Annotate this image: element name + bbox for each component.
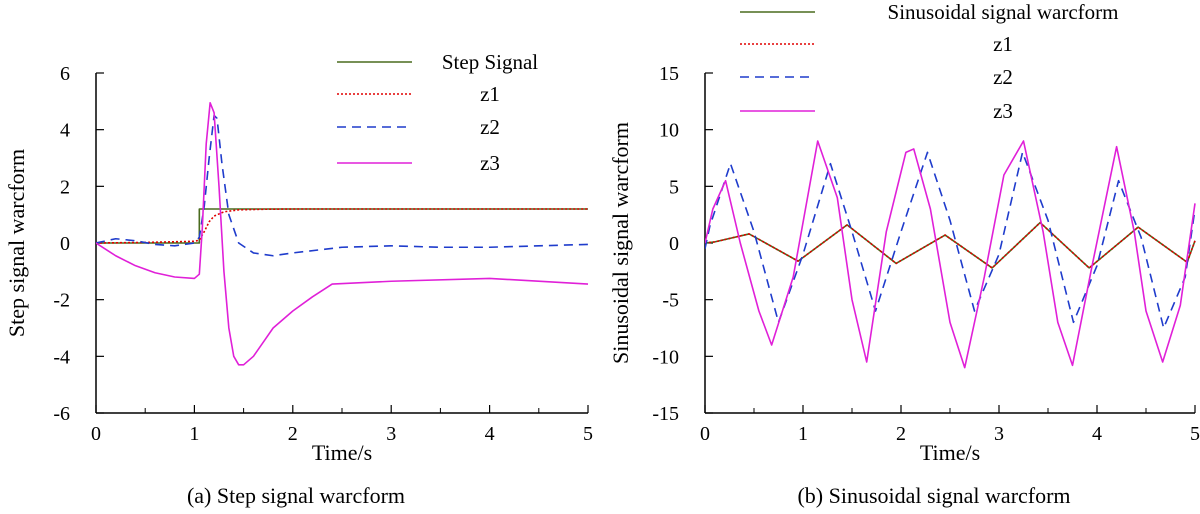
- legend-label: z2: [480, 115, 500, 139]
- x-tick-label: 0: [700, 423, 710, 445]
- y-tick-label: 2: [60, 176, 70, 198]
- x-tick-label: 1: [189, 423, 199, 445]
- y-tick-label: 15: [659, 63, 679, 85]
- series-line-z3: [705, 140, 1196, 369]
- series-line-z2: [96, 114, 589, 257]
- y-tick-label: 10: [659, 120, 679, 142]
- x-tick-label: 5: [1190, 423, 1200, 445]
- y-tick-label: 5: [669, 176, 679, 198]
- panel-b-caption: (b) Sinusoidal signal warcform: [797, 483, 1070, 508]
- x-tick-label: 1: [798, 423, 808, 445]
- y-tick-label: -5: [662, 290, 679, 312]
- y-tick-label: 0: [60, 233, 70, 255]
- x-tick-label: 5: [583, 423, 593, 445]
- series-line-z1: [705, 221, 1196, 269]
- y-tick-label: -10: [652, 346, 679, 368]
- y-axis-label: Sinusoidal signal warcform: [608, 122, 633, 364]
- legend-label: z3: [480, 151, 500, 175]
- y-tick-label: 0: [669, 233, 679, 255]
- x-tick-label: 3: [994, 423, 1004, 445]
- legend-label: z3: [993, 99, 1013, 123]
- x-axis-label: Time/s: [312, 440, 372, 465]
- legend-label: Sinusoidal signal warcform: [888, 0, 1119, 24]
- x-tick-label: 4: [485, 423, 495, 445]
- series-line-z3: [96, 101, 589, 366]
- legend-label: Step Signal: [442, 50, 538, 74]
- y-axis-label: Step signal warcform: [4, 149, 29, 337]
- x-tick-label: 4: [1092, 423, 1102, 445]
- panel-b-sinusoidal-signal: -15 -10 -5 0 5 10 15 0 1 2 3 4 5 Time/s Sinusoidal sig…: [608, 0, 1200, 465]
- series-line-step-signal: [96, 208, 588, 244]
- panel-a-step-signal: -6 -4 -2 0 2 4 6 0 1 2 3 4 5 Time/s Step signal warcfo…: [4, 50, 593, 465]
- x-axis-label: Time/s: [920, 440, 980, 465]
- y-tick-label: 6: [60, 63, 70, 85]
- x-tick-label: 3: [386, 423, 396, 445]
- panel-a-caption: (a) Step signal warcform: [187, 483, 405, 508]
- x-tick-label: 0: [91, 423, 101, 445]
- y-tick-label: -4: [53, 346, 70, 368]
- series-line-z1: [96, 208, 588, 244]
- series-line-sinusoidal-signal-warcform: [705, 221, 1196, 269]
- series-line-z2: [705, 151, 1196, 329]
- y-tick-label: -15: [652, 403, 679, 425]
- legend-label: z2: [993, 65, 1013, 89]
- legend-label: z1: [480, 82, 500, 106]
- y-tick-label: -6: [53, 403, 70, 425]
- x-tick-label: 2: [896, 423, 906, 445]
- y-tick-label: -2: [53, 290, 70, 312]
- x-tick-label: 2: [288, 423, 298, 445]
- legend-label: z1: [993, 32, 1013, 56]
- y-tick-label: 4: [60, 120, 70, 142]
